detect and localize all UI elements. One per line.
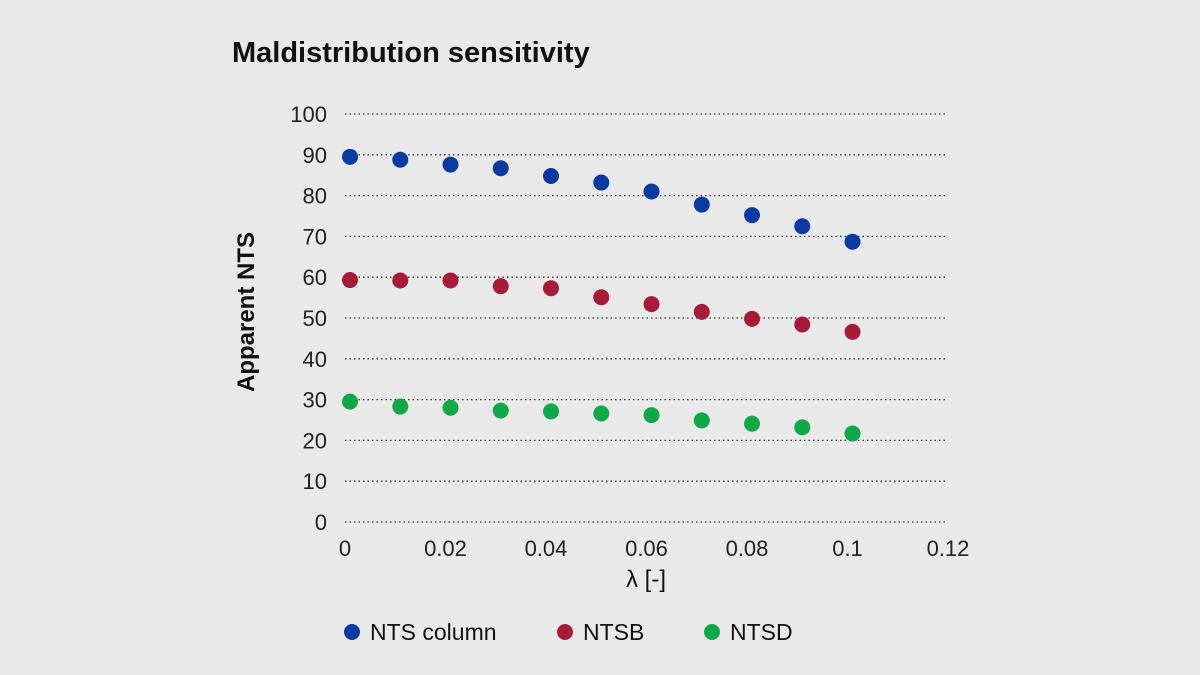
y-tick-label: 30 <box>303 388 327 413</box>
y-tick-label: 10 <box>303 469 327 494</box>
data-point <box>593 174 610 191</box>
data-point <box>794 316 811 333</box>
data-point <box>643 296 660 313</box>
x-axis-label: λ [-] <box>626 566 666 593</box>
legend-label: NTSD <box>730 619 793 645</box>
legend: NTS column NTSB NTSD <box>344 619 793 645</box>
data-point <box>492 402 509 419</box>
data-point <box>693 412 710 429</box>
data-point <box>342 272 359 289</box>
data-point <box>492 160 509 177</box>
data-point <box>543 280 560 297</box>
y-tick-labels: 0 10 20 30 40 50 60 70 80 90 100 <box>290 102 327 535</box>
y-tick-label: 90 <box>303 143 327 168</box>
data-point <box>442 156 459 173</box>
data-point <box>744 415 761 432</box>
data-point <box>593 405 610 422</box>
x-tick-label: 0.08 <box>726 536 769 561</box>
data-point <box>492 278 509 295</box>
y-tick-label: 50 <box>303 306 327 331</box>
data-point <box>794 218 811 235</box>
data-point <box>643 407 660 424</box>
data-point <box>844 323 861 340</box>
x-tick-label: 0 <box>339 536 351 561</box>
y-tick-label: 70 <box>303 224 327 249</box>
data-point <box>442 399 459 416</box>
data-point <box>392 398 409 415</box>
data-point <box>794 419 811 436</box>
x-tick-label: 0.1 <box>832 536 863 561</box>
y-axis-label: Apparent NTS <box>233 232 260 392</box>
legend-marker <box>704 624 720 640</box>
data-point <box>844 425 861 442</box>
legend-label: NTSB <box>583 619 644 645</box>
data-point <box>392 151 409 168</box>
data-point <box>543 168 560 185</box>
y-tick-label: 0 <box>315 510 327 535</box>
data-point <box>342 148 359 165</box>
legend-item: NTS column <box>344 619 497 645</box>
x-tick-label: 0.02 <box>424 536 467 561</box>
x-tick-label: 0.12 <box>927 536 970 561</box>
x-tick-label: 0.06 <box>625 536 668 561</box>
data-point <box>643 183 660 200</box>
gridlines <box>345 113 948 523</box>
y-tick-label: 40 <box>303 347 327 372</box>
data-point <box>392 272 409 289</box>
data-point <box>744 207 761 224</box>
x-tick-labels: 0 0.02 0.04 0.06 0.08 0.1 0.12 <box>339 536 970 561</box>
legend-marker <box>557 624 573 640</box>
legend-item: NTSD <box>704 619 793 645</box>
x-tick-label: 0.04 <box>525 536 568 561</box>
y-tick-label: 80 <box>303 184 327 209</box>
chart-title: Maldistribution sensitivity <box>232 37 590 69</box>
data-point <box>693 303 710 320</box>
y-tick-label: 60 <box>303 265 327 290</box>
legend-label: NTS column <box>370 619 497 645</box>
data-point <box>543 403 560 420</box>
data-point <box>744 310 761 327</box>
data-point <box>593 289 610 306</box>
series-nts-column <box>342 148 861 250</box>
data-point <box>442 272 459 289</box>
y-tick-label: 20 <box>303 428 327 453</box>
data-points <box>342 148 861 442</box>
legend-marker <box>344 624 360 640</box>
data-point <box>693 196 710 213</box>
y-tick-label: 100 <box>290 102 327 127</box>
data-point <box>342 393 359 410</box>
series-ntsd <box>342 393 861 442</box>
legend-item: NTSB <box>557 619 644 645</box>
series-ntsb <box>342 272 861 340</box>
data-point <box>844 233 861 250</box>
